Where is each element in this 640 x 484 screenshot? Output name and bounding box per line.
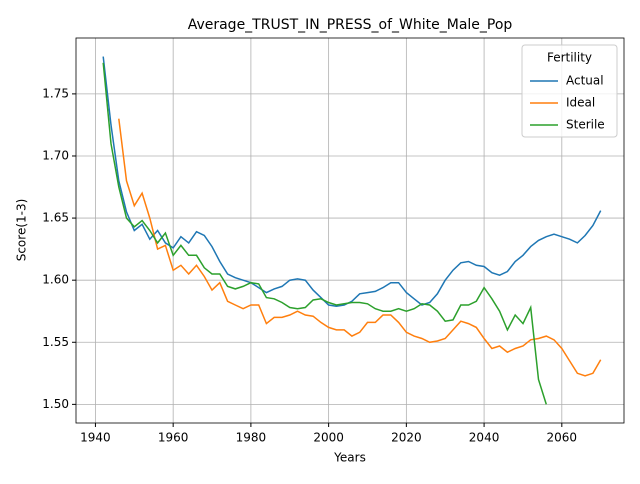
y-tick-label: 1.55: [42, 335, 69, 349]
x-tick-label: 2000: [313, 431, 344, 445]
legend-label: Ideal: [566, 96, 595, 110]
y-axis-label: Score(1-3): [15, 199, 29, 262]
legend-title: Fertility: [547, 51, 592, 65]
chart-title: Average_TRUST_IN_PRESS_of_White_Male_Pop: [188, 17, 513, 33]
x-tick-label: 1980: [236, 431, 267, 445]
x-tick-label: 1940: [80, 431, 111, 445]
x-tick-label: 1960: [158, 431, 189, 445]
legend-label: Actual: [566, 74, 604, 88]
plot-frame: [75, 37, 625, 424]
y-tick-label: 1.65: [42, 211, 69, 225]
x-axis-label: Years: [333, 451, 366, 465]
legend-box: [521, 44, 618, 138]
x-tick-label: 2060: [547, 431, 578, 445]
y-tick-label: 1.50: [42, 397, 69, 411]
series-line: [102, 62, 548, 405]
y-tick-label: 1.75: [42, 86, 69, 100]
x-tick-label: 2020: [391, 431, 422, 445]
y-tick-label: 1.60: [42, 273, 69, 287]
x-tick-label: 2040: [469, 431, 500, 445]
y-tick-label: 1.70: [42, 148, 69, 162]
series-line: [102, 56, 602, 308]
series-line: [118, 118, 602, 377]
legend-label: Sterile: [566, 118, 605, 132]
